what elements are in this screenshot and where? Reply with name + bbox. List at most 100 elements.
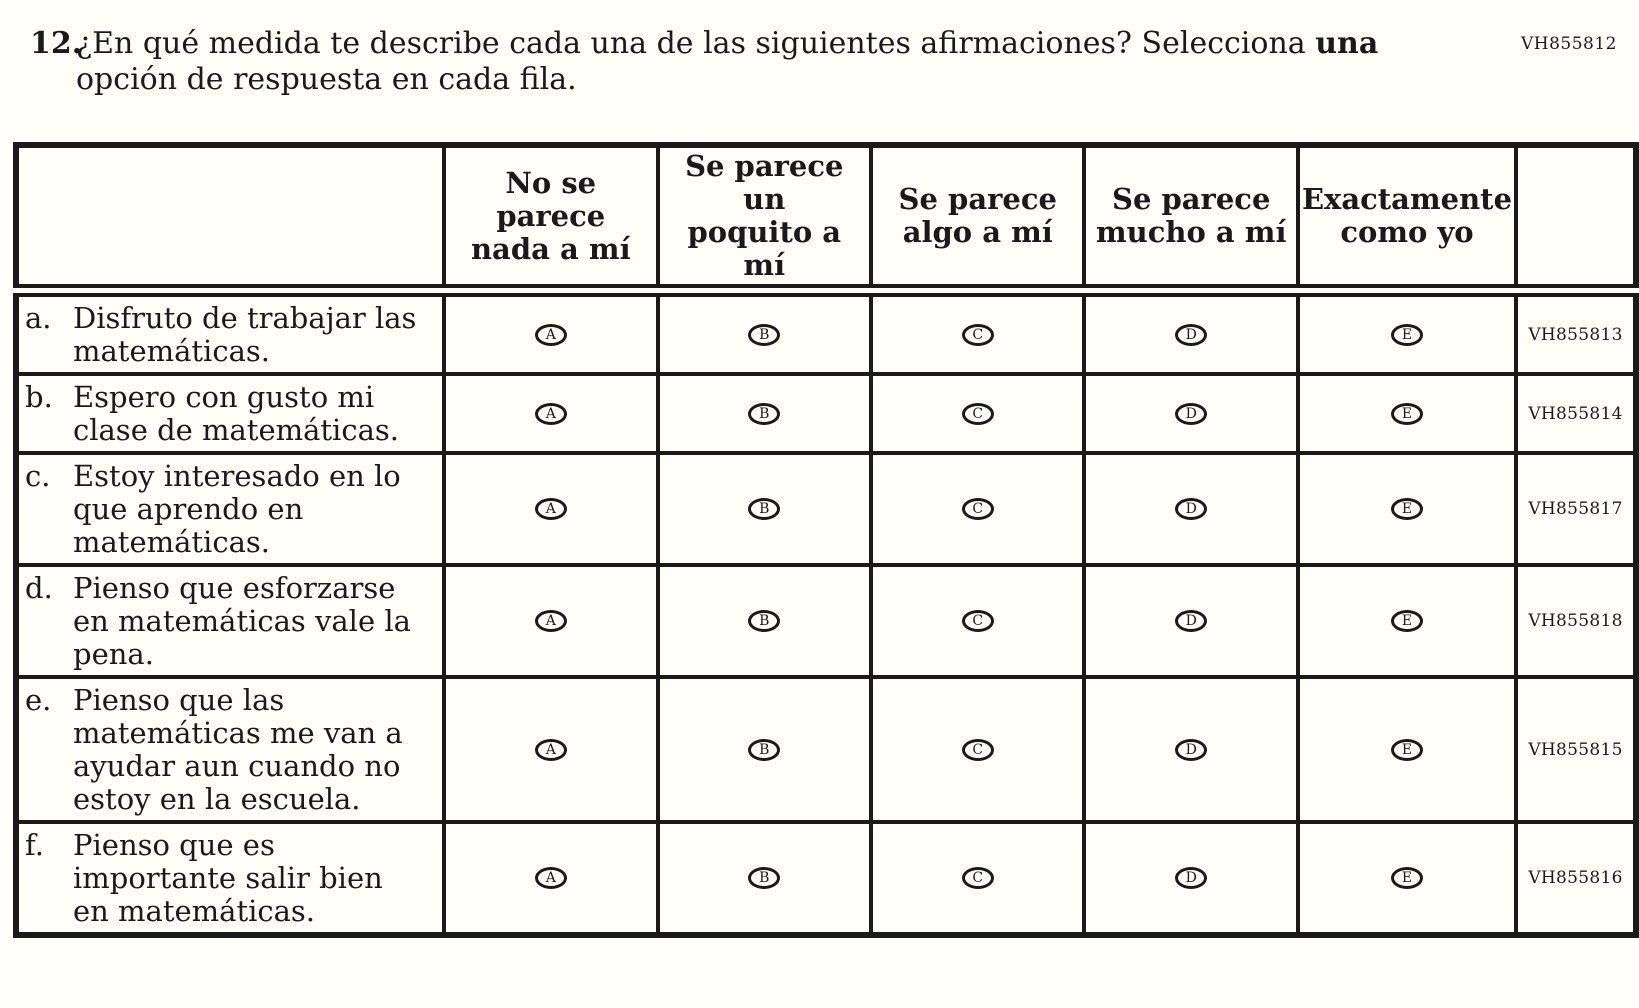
bubble-cell: E — [1295, 372, 1519, 455]
bubble-cell: B — [655, 288, 874, 376]
bubble-c[interactable]: C — [961, 323, 994, 346]
bubble-a[interactable]: A — [534, 867, 567, 889]
bubble-b[interactable]: B — [748, 402, 781, 425]
table-row: d. Pienso que esforzarse en matemáticas … — [13, 563, 1638, 679]
question-number: 12. — [30, 26, 83, 61]
statement-cell: d. Pienso que esforzarse en matemáticas … — [13, 563, 447, 679]
bubble-c[interactable]: C — [961, 610, 994, 632]
bubble-d[interactable]: D — [1175, 323, 1208, 346]
bubble-e[interactable]: E — [1390, 738, 1423, 761]
statement-cell: b. Espero con gusto mi clase de matemáti… — [13, 372, 447, 455]
corner-accession-code: VH855812 — [1521, 34, 1617, 54]
row-code: VH855815 — [1514, 675, 1638, 824]
statement-text: Estoy interesado en lo que aprendo en ma… — [73, 459, 401, 559]
bubble-cell: D — [1082, 372, 1300, 455]
bubble-cell: E — [1295, 451, 1519, 567]
statement-text: Pienso que es importante salir bien en m… — [73, 828, 383, 928]
bubble-a[interactable]: A — [534, 610, 567, 632]
bubble-cell: D — [1082, 451, 1300, 567]
question-line-2: opción de respuesta en cada fila. — [76, 62, 577, 97]
row-letter: a. — [25, 301, 52, 335]
row-letter: e. — [25, 683, 52, 717]
bubble-cell: C — [869, 820, 1087, 937]
bubble-a[interactable]: A — [534, 323, 567, 346]
code-header-cell — [1514, 143, 1638, 297]
bubble-a[interactable]: A — [534, 498, 567, 520]
survey-page: { "page": { "corner_code": "VH855812", "… — [0, 26, 1639, 1008]
bubble-cell: D — [1082, 820, 1300, 937]
bubble-e[interactable]: E — [1390, 402, 1423, 425]
bubble-cell: D — [1082, 288, 1300, 376]
statement-header-cell — [13, 143, 447, 297]
bubble-cell: A — [442, 820, 660, 937]
question-bold-word: una — [1315, 26, 1379, 61]
table-row: b. Espero con gusto mi clase de matemáti… — [13, 372, 1638, 455]
question-line-1-regular: ¿En qué medida te describe cada una de l… — [76, 26, 1316, 61]
row-code: VH855818 — [1514, 563, 1638, 679]
bubble-cell: C — [869, 372, 1087, 455]
bubble-b[interactable]: B — [748, 738, 781, 761]
statement-text: Pienso que esforzarse en matemáticas val… — [73, 571, 411, 671]
bubble-c[interactable]: C — [961, 498, 994, 520]
row-letter: b. — [25, 380, 53, 414]
bubble-b[interactable]: B — [748, 867, 781, 889]
row-code: VH855814 — [1514, 372, 1638, 455]
bubble-cell: B — [655, 820, 874, 937]
row-letter: d. — [25, 571, 53, 605]
bubble-d[interactable]: D — [1175, 498, 1208, 520]
bubble-c[interactable]: C — [961, 402, 994, 425]
row-letter: f. — [25, 828, 44, 862]
row-code: VH855817 — [1514, 451, 1638, 567]
bubble-cell: C — [869, 675, 1087, 824]
bubble-d[interactable]: D — [1175, 738, 1208, 761]
bubble-cell: A — [442, 451, 660, 567]
table-row: a. Disfruto de trabajar las matemáticas.… — [13, 288, 1638, 376]
statement-cell: f. Pienso que es importante salir bien e… — [13, 820, 447, 937]
statement-cell: e. Pienso que las matemáticas me van a a… — [13, 675, 447, 824]
bubble-cell: E — [1295, 563, 1519, 679]
bubble-d[interactable]: D — [1175, 402, 1208, 425]
row-code: VH855816 — [1514, 820, 1638, 937]
column-header-se-parece-algo: Se parece algo a mí — [869, 143, 1087, 297]
bubble-b[interactable]: B — [748, 323, 781, 346]
bubble-e[interactable]: E — [1390, 610, 1423, 632]
statement-text: Espero con gusto mi clase de matemáticas… — [73, 380, 399, 447]
column-header-exactamente-como-yo: Exactamente como yo — [1295, 143, 1519, 297]
column-header-se-parece-mucho: Se parece mucho a mí — [1082, 143, 1300, 297]
bubble-b[interactable]: B — [748, 498, 781, 520]
bubble-cell: A — [442, 675, 660, 824]
bubble-d[interactable]: D — [1175, 867, 1208, 889]
question-line-1: ¿En qué medida te describe cada una de l… — [76, 26, 1378, 62]
bubble-cell: E — [1295, 288, 1519, 376]
bubble-e[interactable]: E — [1390, 867, 1423, 889]
bubble-cell: D — [1082, 563, 1300, 679]
bubble-cell: A — [442, 288, 660, 376]
statement-cell: a. Disfruto de trabajar las matemáticas. — [13, 288, 447, 376]
bubble-e[interactable]: E — [1390, 323, 1423, 346]
statement-text: Disfruto de trabajar las matemáticas. — [73, 301, 417, 368]
statement-cell: c. Estoy interesado en lo que aprendo en… — [13, 451, 447, 567]
question-text: ¿En qué medida te describe cada una de l… — [76, 26, 1378, 98]
bubble-c[interactable]: C — [961, 738, 994, 761]
bubble-cell: C — [869, 563, 1087, 679]
bubble-cell: E — [1295, 820, 1519, 937]
bubble-cell: B — [655, 563, 874, 679]
response-matrix-table: No se parece nada a mí Se parece un poqu… — [13, 142, 1639, 938]
table-row: c. Estoy interesado en lo que aprendo en… — [13, 451, 1638, 567]
question-block: 12. ¿En qué medida te describe cada una … — [30, 26, 1639, 98]
bubble-d[interactable]: D — [1175, 610, 1208, 632]
bubble-a[interactable]: A — [534, 738, 567, 761]
bubble-cell: A — [442, 372, 660, 455]
bubble-cell: A — [442, 563, 660, 679]
bubble-cell: C — [869, 288, 1087, 376]
statement-text: Pienso que las matemáticas me van a ayud… — [73, 683, 403, 816]
bubble-b[interactable]: B — [748, 610, 781, 632]
table-row: f. Pienso que es importante salir bien e… — [13, 820, 1638, 937]
bubble-c[interactable]: C — [961, 867, 994, 889]
row-letter: c. — [25, 459, 51, 493]
bubble-e[interactable]: E — [1390, 498, 1423, 520]
row-code: VH855813 — [1514, 288, 1638, 376]
bubble-cell: B — [655, 451, 874, 567]
bubble-a[interactable]: A — [534, 402, 567, 425]
column-header-se-parece-un-poquito: Se parece un poquito a mí — [655, 143, 874, 297]
